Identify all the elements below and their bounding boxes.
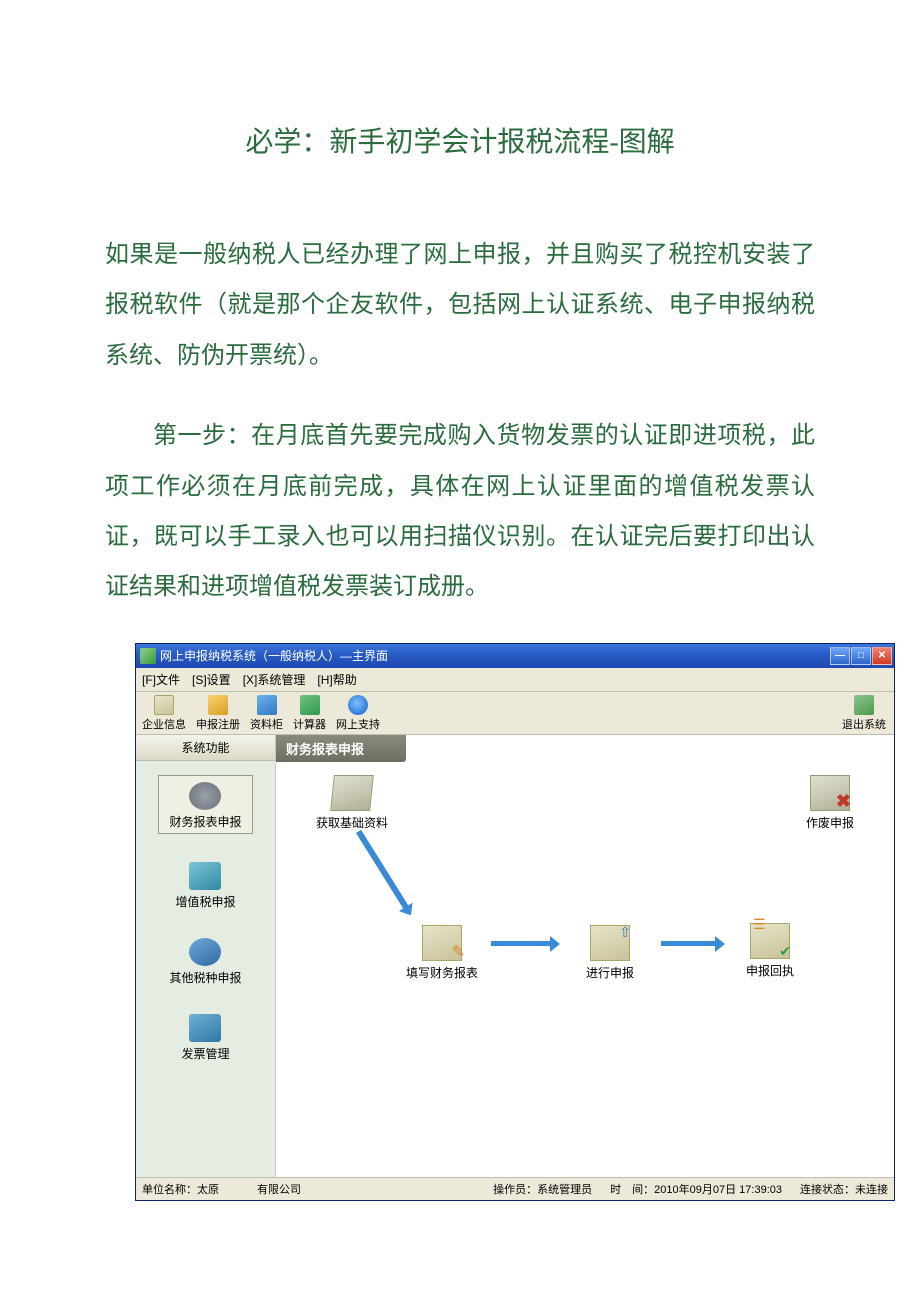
node-label: 获取基础资料 [316, 814, 388, 831]
sidebar-item-label: 发票管理 [181, 1045, 229, 1062]
tool-web-support[interactable]: 网上支持 [336, 695, 380, 732]
upload-doc-icon [590, 925, 630, 961]
cabinet-icon [257, 695, 277, 715]
tool-label: 网上支持 [336, 716, 380, 732]
app-icon [140, 648, 156, 664]
tool-company-info[interactable]: 企业信息 [142, 695, 186, 732]
receipt-check-icon [750, 923, 790, 959]
window-title: 网上申报纳税系统（一般纳税人）—主界面 [160, 647, 830, 664]
sidebar-item-other-tax[interactable]: 其他税种申报 [169, 938, 241, 986]
status-operator-value: 系统管理员 [537, 1184, 592, 1196]
tool-label: 企业信息 [142, 716, 186, 732]
node-void-report[interactable]: 作废申报 [806, 775, 854, 831]
pen-icon [208, 695, 228, 715]
maximize-button[interactable]: □ [851, 647, 871, 665]
sidebar-item-label: 增值税申报 [175, 893, 235, 910]
status-org-suffix: 有限公司 [257, 1181, 301, 1197]
menu-system-management[interactable]: [X]系统管理 [243, 671, 306, 688]
tool-exit[interactable]: 退出系统 [842, 695, 886, 732]
close-button[interactable]: ✕ [872, 647, 892, 665]
sidebar-item-invoice[interactable]: 发票管理 [181, 1014, 229, 1062]
tool-label: 退出系统 [842, 716, 886, 732]
menu-file[interactable]: [F]文件 [142, 671, 180, 688]
content-header-tab: 财务报表申报 [276, 735, 406, 762]
node-get-base-data[interactable]: 获取基础资料 [316, 775, 388, 831]
content-area: 财务报表申报 获取基础资料 作废申报 填写财务报表 进行申报 申报回执 [276, 735, 894, 1177]
document-icon [154, 695, 174, 715]
status-connection: 连接状态：未连接 [800, 1181, 888, 1197]
sidebar-item-vat[interactable]: 增值税申报 [175, 862, 235, 910]
tool-label: 资料柜 [250, 716, 283, 732]
status-org-value1: 太原 [197, 1184, 219, 1196]
exit-icon [854, 695, 874, 715]
paper-cross-icon [810, 775, 850, 811]
status-time: 时 间：2010年09月07日 17:39:03 [610, 1181, 782, 1197]
minimize-button[interactable]: — [830, 647, 850, 665]
doc-paragraph-1: 如果是一般纳税人已经办理了网上申报，并且购买了税控机安装了报税软件（就是那个企友… [105, 230, 815, 381]
status-conn-value: 未连接 [855, 1184, 888, 1196]
tool-calculator[interactable]: 计算器 [293, 695, 326, 732]
doc-paragraph-2: 第一步：在月底首先要完成购入货物发票的认证即进项税，此项工作必须在月底前完成，具… [105, 411, 815, 613]
gear-icon [189, 782, 221, 810]
status-org-label: 单位名称： [142, 1184, 197, 1196]
tool-register[interactable]: 申报注册 [196, 695, 240, 732]
status-time-label: 时 间： [610, 1184, 654, 1196]
node-submit[interactable]: 进行申报 [586, 925, 634, 981]
calculator-icon [300, 695, 320, 715]
sidebar-item-label: 财务报表申报 [169, 813, 241, 830]
doc-title: 必学：新手初学会计报税流程-图解 [105, 120, 815, 160]
menu-settings[interactable]: [S]设置 [192, 671, 231, 688]
globe-box-icon [189, 938, 221, 966]
flow-arrow-2 [491, 941, 551, 946]
workspace: 系统功能 财务报表申报 增值税申报 其他税种申报 发票管理 [136, 735, 894, 1177]
tool-cabinet[interactable]: 资料柜 [250, 695, 283, 732]
tool-label: 计算器 [293, 716, 326, 732]
node-receipt[interactable]: 申报回执 [746, 923, 794, 979]
node-label: 填写财务报表 [406, 964, 478, 981]
app-window: 网上申报纳税系统（一般纳税人）—主界面 — □ ✕ [F]文件 [S]设置 [X… [135, 643, 895, 1201]
invoice-icon [189, 1014, 221, 1042]
sidebar-header: 系统功能 [136, 735, 275, 761]
flow-arrow-1 [356, 830, 409, 910]
tool-label: 申报注册 [196, 716, 240, 732]
toolbar: 企业信息 申报注册 资料柜 计算器 网上支持 退出系统 [136, 692, 894, 735]
node-label: 作废申报 [806, 814, 854, 831]
status-operator-label: 操作员： [493, 1184, 537, 1196]
folder-stack-icon [330, 775, 374, 811]
node-fill-report[interactable]: 填写财务报表 [406, 925, 478, 981]
window-titlebar: 网上申报纳税系统（一般纳税人）—主界面 — □ ✕ [136, 644, 894, 668]
menu-help[interactable]: [H]帮助 [317, 671, 356, 688]
flow-arrow-3 [661, 941, 716, 946]
menu-bar: [F]文件 [S]设置 [X]系统管理 [H]帮助 [136, 668, 894, 692]
node-label: 进行申报 [586, 964, 634, 981]
status-bar: 单位名称：太原 有限公司 操作员：系统管理员 时 间：2010年09月07日 1… [136, 1177, 894, 1200]
sidebar: 系统功能 财务报表申报 增值税申报 其他税种申报 发票管理 [136, 735, 276, 1177]
sidebar-item-label: 其他税种申报 [169, 969, 241, 986]
globe-icon [348, 695, 368, 715]
status-conn-label: 连接状态： [800, 1184, 855, 1196]
paper-pen-icon [422, 925, 462, 961]
node-label: 申报回执 [746, 962, 794, 979]
status-time-value: 2010年09月07日 17:39:03 [654, 1184, 782, 1196]
status-org: 单位名称：太原 [142, 1181, 219, 1197]
status-operator: 操作员：系统管理员 [493, 1181, 592, 1197]
sidebar-item-financial-report[interactable]: 财务报表申报 [158, 775, 252, 834]
vat-icon [189, 862, 221, 890]
